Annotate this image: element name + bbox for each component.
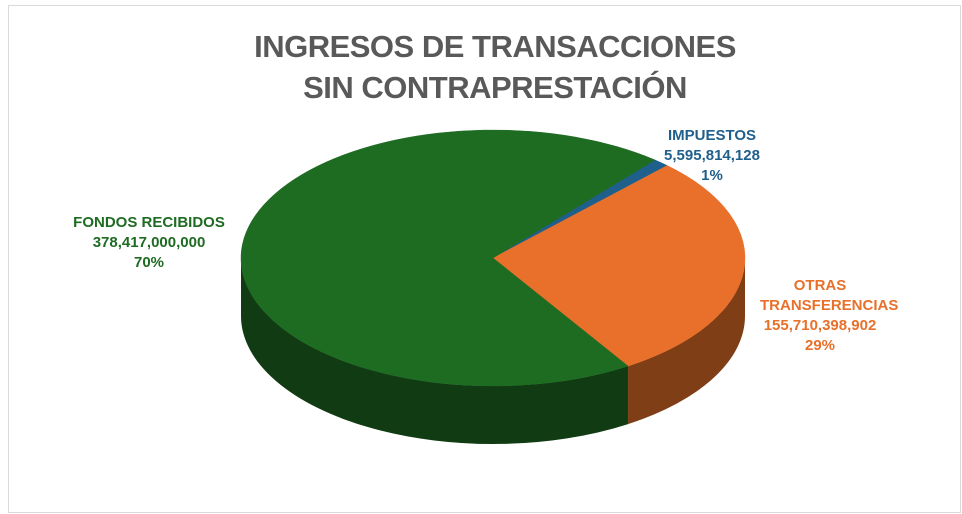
data-label: IMPUESTOS 5,595,814,128 1% — [632, 126, 792, 186]
label-percent: 70% — [133, 254, 165, 271]
label-value: 378,417,000,000 — [92, 234, 206, 251]
label-name: OTRAS TRANSFERENCIAS — [760, 277, 899, 314]
data-label: OTRAS TRANSFERENCIAS 155,710,398,902 29% — [740, 276, 900, 356]
slice-side — [241, 258, 629, 445]
chart-title: INGRESOS DE TRANSACCIONES SIN CONTRAPRES… — [254, 29, 736, 105]
pie — [240, 129, 746, 445]
slice-side — [628, 258, 745, 425]
label-percent: 29% — [804, 337, 836, 354]
label-value: 5,595,814,128 — [664, 147, 760, 164]
label-name: IMPUESTOS — [667, 127, 757, 144]
data-label: FONDOS RECIBIDOS 378,417,000,000 70% — [40, 213, 258, 273]
slice — [492, 165, 746, 367]
label-name: FONDOS RECIBIDOS — [73, 214, 225, 231]
slice — [240, 129, 656, 387]
label-value: 155,710,398,902 — [763, 317, 877, 334]
label-percent: 1% — [701, 167, 723, 184]
